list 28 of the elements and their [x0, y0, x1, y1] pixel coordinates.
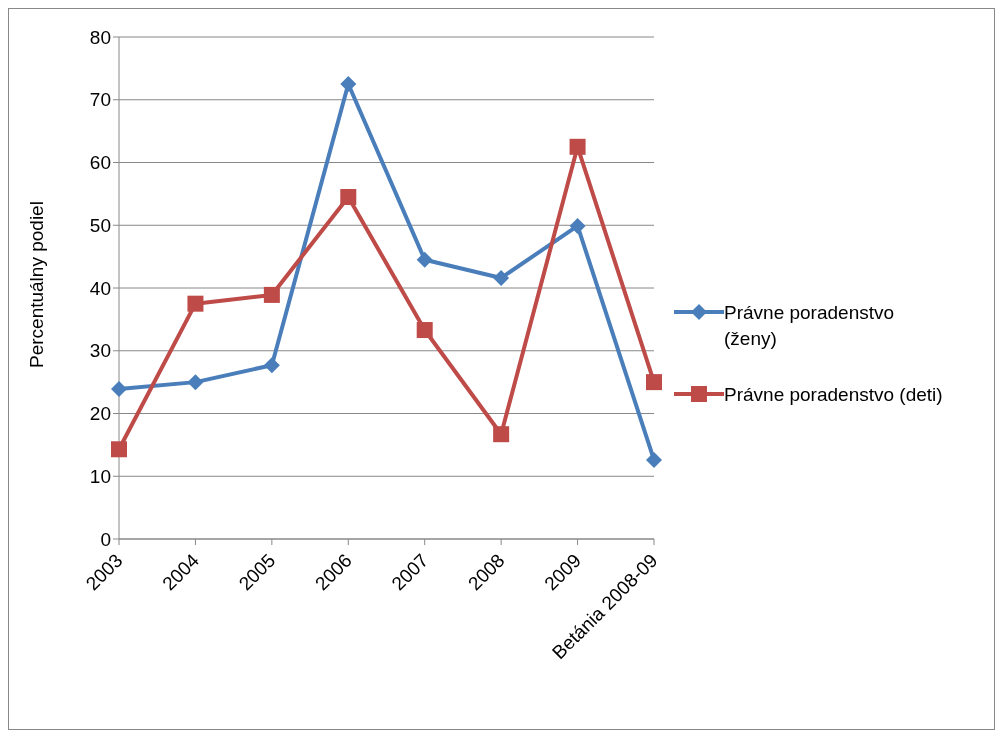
y-tick-label: 40: [89, 277, 111, 299]
y-tick-label: 70: [89, 89, 111, 111]
y-tick-label: 50: [89, 214, 111, 236]
y-tick-label: 30: [89, 340, 111, 362]
point: [646, 451, 662, 468]
point: [263, 286, 280, 303]
point: [416, 251, 433, 268]
y-tick-label: 60: [89, 152, 111, 174]
y-tick-label: 20: [89, 403, 111, 425]
point: [111, 441, 127, 458]
legend-label: Právne poradenstvo (ženy): [724, 301, 896, 351]
y-tick-label: 0: [100, 528, 111, 550]
y-axis-title: Percentuálny podiel: [25, 201, 47, 368]
point: [646, 374, 662, 391]
point: [340, 76, 357, 93]
point: [187, 374, 204, 391]
point: [263, 357, 280, 374]
y-tick-label: 80: [89, 26, 111, 48]
point: [416, 322, 433, 339]
point: [187, 295, 204, 312]
point: [493, 426, 510, 443]
y-tick-label: 10: [89, 465, 111, 487]
point: [493, 269, 510, 286]
point: [569, 138, 586, 155]
point: [569, 217, 586, 234]
legend-label: Právne poradenstvo (deti): [724, 383, 944, 407]
point: [340, 189, 357, 206]
point: [111, 381, 127, 398]
